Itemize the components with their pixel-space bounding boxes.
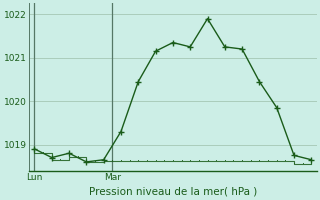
X-axis label: Pression niveau de la mer( hPa ): Pression niveau de la mer( hPa ) (89, 187, 257, 197)
